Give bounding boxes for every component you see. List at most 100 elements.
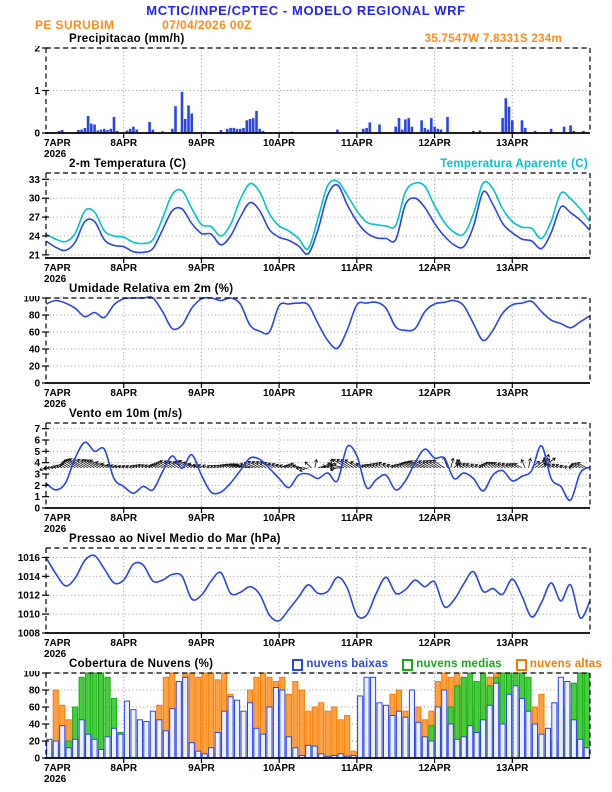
legend-label: nuvens medias: [416, 658, 502, 670]
svg-text:0: 0: [34, 379, 40, 390]
svg-text:40: 40: [29, 345, 41, 356]
svg-text:8APR: 8APR: [110, 763, 137, 774]
svg-text:5: 5: [34, 447, 40, 458]
svg-text:8APR: 8APR: [110, 263, 137, 274]
svg-text:10APR: 10APR: [263, 763, 296, 774]
svg-text:100: 100: [23, 296, 40, 305]
panel-precipitation: Precipitacao (mm/h) 35.7547W 7.8331S 234…: [0, 33, 612, 161]
legend-nuvens-altas: nuvens altas: [515, 658, 602, 671]
svg-text:9APR: 9APR: [188, 138, 215, 149]
run-header: PE SURUBIM 07/04/2026 00Z: [35, 18, 252, 32]
svg-text:11APR: 11APR: [341, 638, 373, 649]
svg-text:7APR: 7APR: [44, 388, 71, 399]
svg-text:10APR: 10APR: [263, 138, 296, 149]
svg-text:60: 60: [29, 328, 41, 339]
legend-nuvens-medias: nuvens medias: [402, 658, 502, 671]
temperature-title: 2-m Temperatura (C): [69, 158, 187, 170]
svg-text:7APR: 7APR: [44, 138, 71, 149]
svg-text:33: 33: [29, 175, 41, 186]
svg-text:9APR: 9APR: [188, 263, 215, 274]
svg-text:12APR: 12APR: [418, 638, 451, 649]
legend-nuvens-baixas: nuvens baixas: [292, 658, 388, 671]
svg-text:11APR: 11APR: [341, 763, 373, 774]
svg-text:12APR: 12APR: [418, 138, 451, 149]
high-clouds-swatch-icon: [515, 658, 527, 671]
svg-text:0: 0: [34, 504, 40, 515]
precipitation-title: Precipitacao (mm/h): [69, 33, 185, 45]
svg-text:27: 27: [29, 213, 41, 224]
svg-text:13APR: 13APR: [496, 138, 529, 149]
svg-text:8APR: 8APR: [110, 638, 137, 649]
svg-text:24: 24: [29, 231, 41, 242]
clouds-title: Cobertura de Nuvens (%): [69, 658, 214, 670]
svg-text:7APR: 7APR: [44, 263, 71, 274]
svg-text:2: 2: [34, 481, 40, 492]
panel-clouds: Cobertura de Nuvens (%) nuvens baixas nu…: [0, 658, 612, 786]
svg-text:20: 20: [29, 362, 41, 373]
clouds-legend: nuvens baixas nuvens medias nuvens altas: [292, 658, 602, 671]
svg-text:1012: 1012: [18, 591, 41, 602]
svg-text:2026: 2026: [44, 774, 67, 785]
svg-text:8APR: 8APR: [110, 138, 137, 149]
svg-text:2026: 2026: [44, 524, 67, 535]
svg-text:1: 1: [34, 492, 40, 503]
legend-label: nuvens baixas: [306, 658, 389, 670]
station-name: PE SURUBIM: [35, 18, 115, 32]
svg-text:1: 1: [34, 86, 40, 97]
svg-text:9APR: 9APR: [188, 763, 215, 774]
svg-text:9APR: 9APR: [188, 513, 215, 524]
station-coordinates: 35.7547W 7.8331S 234m: [424, 33, 562, 45]
legend-label: nuvens altas: [529, 658, 602, 670]
mid-clouds-swatch-icon: [402, 658, 414, 671]
svg-text:9APR: 9APR: [188, 638, 215, 649]
svg-text:11APR: 11APR: [341, 138, 373, 149]
svg-text:8APR: 8APR: [110, 388, 137, 399]
svg-text:7: 7: [34, 424, 40, 435]
apparent-temperature-label: Temperatura Aparente (C): [440, 158, 588, 170]
svg-text:13APR: 13APR: [496, 763, 529, 774]
svg-text:6: 6: [34, 436, 40, 447]
svg-text:30: 30: [29, 194, 41, 205]
svg-text:12APR: 12APR: [418, 263, 451, 274]
humidity-title: Umidade Relativa em 2m (%): [69, 283, 234, 295]
panel-temperature: 2-m Temperatura (C) Temperatura Aparente…: [0, 158, 612, 286]
svg-text:80: 80: [29, 311, 41, 322]
model-title: MCTIC/INPE/CPTEC - MODELO REGIONAL WRF: [146, 3, 466, 18]
svg-text:80: 80: [29, 686, 41, 697]
svg-text:11APR: 11APR: [341, 263, 373, 274]
panel-humidity: Umidade Relativa em 2m (%) 0 20 40 60 80 100 7…: [0, 283, 612, 411]
svg-text:12APR: 12APR: [418, 513, 451, 524]
wind-title: Vento em 10m (m/s): [69, 408, 183, 420]
svg-text:2026: 2026: [44, 274, 67, 285]
svg-text:2026: 2026: [44, 649, 67, 660]
svg-text:20: 20: [29, 737, 41, 748]
svg-text:10APR: 10APR: [263, 388, 296, 399]
svg-text:1008: 1008: [18, 629, 41, 640]
svg-text:4: 4: [34, 458, 40, 469]
svg-text:3: 3: [34, 470, 40, 481]
svg-text:1010: 1010: [18, 610, 41, 621]
svg-text:100: 100: [23, 671, 40, 680]
low-clouds-swatch-icon: [292, 658, 304, 671]
svg-text:2026: 2026: [44, 399, 67, 410]
svg-text:2026: 2026: [44, 149, 67, 160]
svg-text:40: 40: [29, 720, 41, 731]
svg-text:9APR: 9APR: [188, 388, 215, 399]
svg-text:11APR: 11APR: [341, 388, 373, 399]
svg-text:8APR: 8APR: [110, 513, 137, 524]
panel-pressure: Pressao ao Nivel Medio do Mar (hPa) 1008…: [0, 533, 612, 661]
svg-text:10APR: 10APR: [263, 638, 296, 649]
svg-text:1016: 1016: [18, 553, 41, 564]
svg-text:13APR: 13APR: [496, 263, 529, 274]
svg-text:2: 2: [34, 46, 40, 55]
svg-text:7APR: 7APR: [44, 638, 71, 649]
svg-text:0: 0: [34, 754, 40, 765]
svg-text:13APR: 13APR: [496, 638, 529, 649]
panel-wind: Vento em 10m (m/s) 0 1 2 3 4 5 6 7 7APR 2026 8APR 9…: [0, 408, 612, 536]
svg-text:0: 0: [34, 129, 40, 140]
